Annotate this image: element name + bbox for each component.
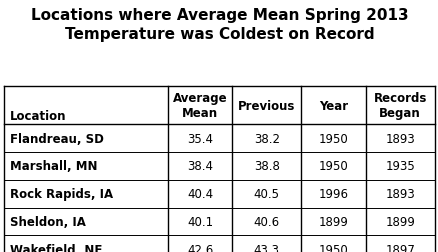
Text: 40.1: 40.1 — [187, 215, 213, 228]
Text: 38.4: 38.4 — [187, 160, 213, 173]
Text: 35.4: 35.4 — [187, 132, 213, 145]
Text: 42.6: 42.6 — [187, 243, 213, 252]
Text: 1897: 1897 — [385, 243, 414, 252]
Text: 40.4: 40.4 — [187, 187, 213, 200]
Text: 40.6: 40.6 — [253, 215, 279, 228]
Text: 40.5: 40.5 — [253, 187, 279, 200]
Text: 38.8: 38.8 — [253, 160, 279, 173]
Text: Year: Year — [318, 99, 347, 112]
Text: Marshall, MN: Marshall, MN — [10, 160, 97, 173]
Text: Wakefield, NE: Wakefield, NE — [10, 243, 102, 252]
Text: Rock Rapids, IA: Rock Rapids, IA — [10, 187, 113, 200]
Text: 1899: 1899 — [385, 215, 414, 228]
Text: 1899: 1899 — [318, 215, 348, 228]
Text: Flandreau, SD: Flandreau, SD — [10, 132, 103, 145]
Text: 1950: 1950 — [318, 132, 348, 145]
Text: Average
Mean: Average Mean — [173, 92, 227, 119]
Text: 1935: 1935 — [385, 160, 414, 173]
Text: 1950: 1950 — [318, 160, 348, 173]
Text: Previous: Previous — [237, 99, 295, 112]
Text: Sheldon, IA: Sheldon, IA — [10, 215, 85, 228]
Text: 1893: 1893 — [385, 187, 414, 200]
Text: 1950: 1950 — [318, 243, 348, 252]
Text: Location: Location — [10, 109, 66, 122]
Text: 43.3: 43.3 — [253, 243, 279, 252]
Text: Locations where Average Mean Spring 2013
Temperature was Coldest on Record: Locations where Average Mean Spring 2013… — [31, 8, 407, 42]
Text: 1996: 1996 — [318, 187, 348, 200]
Text: Records
Began: Records Began — [373, 92, 426, 119]
Text: 1893: 1893 — [385, 132, 414, 145]
Text: 38.2: 38.2 — [253, 132, 279, 145]
